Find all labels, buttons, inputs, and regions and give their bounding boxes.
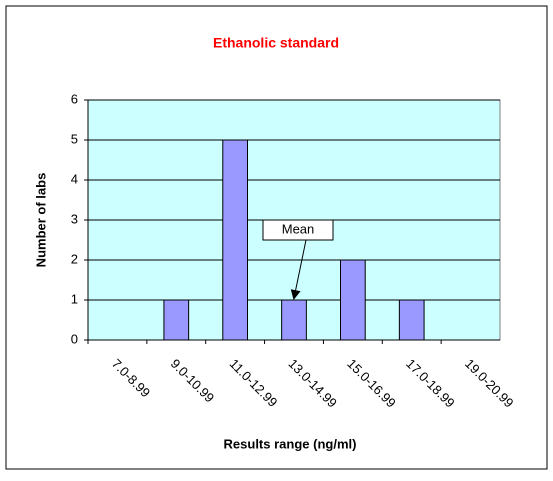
y-tick-label: 2 [71,251,78,266]
y-tick-label: 4 [71,171,78,186]
y-tick-label: 6 [71,91,78,106]
x-axis-label: Results range (ng/ml) [224,436,357,451]
bar [339,259,366,341]
bar [163,299,190,341]
y-tick-label: 5 [71,131,78,146]
bar [281,299,307,341]
chart-title: Ethanolic standard [213,35,339,51]
y-tick-label: 0 [71,331,78,346]
annotation-text: Mean [282,221,315,236]
annotation-arrow [290,239,307,300]
y-axis-label: Number of labs [33,173,48,268]
bar [222,139,249,341]
y-tick-label: 3 [71,211,78,226]
bar [398,299,425,341]
annotation-box [262,219,334,241]
y-tick-label: 1 [71,291,78,306]
